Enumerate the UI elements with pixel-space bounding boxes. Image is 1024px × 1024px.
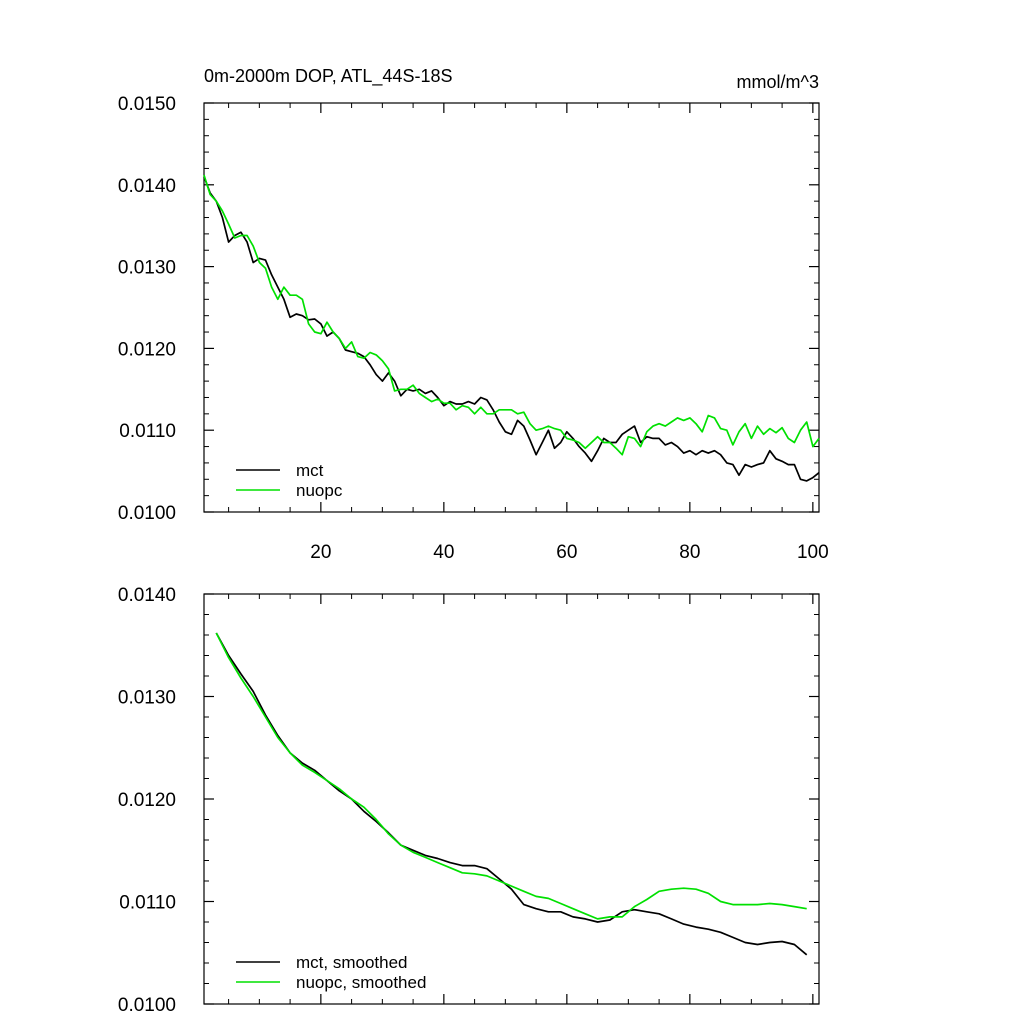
x-tick-label: 100 [797, 542, 829, 563]
bottom-legend: mct, smoothed nuopc, smoothed [236, 953, 426, 992]
top-legend: mct nuopc [236, 461, 343, 500]
legend-label-mct-smoothed: mct, smoothed [296, 953, 408, 972]
top-plot-frame [203, 102, 820, 513]
y-tick-label: 0.0140 [118, 585, 176, 606]
y-tick-label: 0.0130 [118, 258, 176, 279]
y-tick-label: 0.0120 [118, 790, 176, 811]
legend-label-mct: mct [296, 461, 324, 480]
y-tick-label: 0.0120 [118, 339, 176, 360]
series-line-mct [203, 176, 820, 482]
bottom-panel: 0.0100 0.0110 0.0120 0.0130 0.0140 mct, smoo… [118, 585, 820, 1016]
series-line-mct-smoothed [215, 632, 808, 956]
y-tick-label: 0.0150 [118, 94, 176, 115]
x-tick-label: 20 [310, 542, 331, 563]
y-tick-label: 0.0110 [119, 893, 176, 914]
y-tick-label: 0.0140 [118, 176, 176, 197]
x-tick-label: 80 [679, 542, 700, 563]
y-tick-label: 0.0130 [118, 688, 176, 709]
bottom-plot-frame [203, 593, 820, 1005]
x-tick-label: 40 [433, 542, 454, 563]
top-chart-title: 0m-2000m DOP, ATL_44S-18S [204, 66, 452, 87]
top-axes-ticks: 0.0100 0.0110 0.0120 0.0130 0.0140 0.0150 20 40… [118, 94, 829, 563]
y-tick-label: 0.0100 [118, 503, 176, 524]
legend-label-nuopc-smoothed: nuopc, smoothed [296, 973, 426, 992]
top-panel: 0m-2000m DOP, ATL_44S-18S mmol/m^3 0.010… [118, 66, 829, 563]
series-line-nuopc [203, 174, 820, 456]
bottom-axes-ticks: 0.0100 0.0110 0.0120 0.0130 0.0140 [118, 585, 819, 1016]
y-tick-label: 0.0100 [118, 995, 176, 1016]
series-line-nuopc-smoothed [215, 632, 807, 920]
x-tick-label: 60 [556, 542, 577, 563]
top-series-lines [203, 174, 820, 482]
top-chart-units: mmol/m^3 [737, 72, 819, 92]
legend-label-nuopc: nuopc [296, 481, 343, 500]
bottom-series-lines [215, 632, 808, 956]
y-tick-label: 0.0110 [119, 421, 176, 442]
